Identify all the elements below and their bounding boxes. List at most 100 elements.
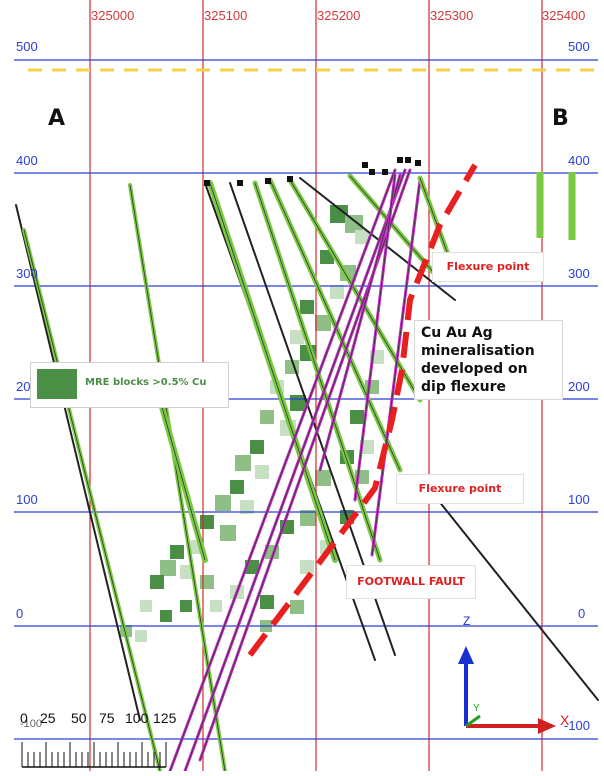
legend-label: MRE blocks >0.5% Cu xyxy=(85,377,207,388)
mre-block xyxy=(160,610,172,622)
drillhole-centreline xyxy=(254,182,381,561)
mre-block xyxy=(140,600,152,612)
mre-block xyxy=(150,575,164,589)
mre-block xyxy=(200,515,214,529)
mre-block xyxy=(260,410,274,424)
x-axis-label: X xyxy=(560,712,570,728)
mre-block xyxy=(135,630,147,642)
y-axis-label: Y xyxy=(473,703,480,714)
mre-block xyxy=(255,465,269,479)
drillhole-centreline xyxy=(319,174,401,471)
scale-label: 50 xyxy=(71,710,87,726)
flexure-point-upper-callout: Flexure point xyxy=(432,252,544,282)
elevation-label-left: 100 xyxy=(16,492,38,507)
drillhole-trace xyxy=(429,489,599,701)
easting-label: 325000 xyxy=(91,8,135,23)
axis-triad xyxy=(458,646,556,734)
mre-block xyxy=(360,440,374,454)
footwall-fault-line xyxy=(247,163,478,657)
collar-marker xyxy=(405,157,411,163)
footwall-fault-callout: FOOTWALL FAULT xyxy=(346,565,476,599)
mre-block xyxy=(240,500,254,514)
easting-label: 325400 xyxy=(542,8,586,23)
scale-label: 0 xyxy=(20,710,28,726)
mre-block xyxy=(215,495,231,511)
mre-block xyxy=(180,600,192,612)
note-line: dip flexure xyxy=(421,379,506,395)
drillholes xyxy=(15,157,599,773)
collar-marker xyxy=(362,162,368,168)
elevation-label-left: 0 xyxy=(16,606,24,621)
drillhole-centreline xyxy=(23,229,161,772)
callout-label: Flexure point xyxy=(446,260,530,273)
elevation-label-left: -100 xyxy=(20,718,43,730)
mre-block xyxy=(200,575,214,589)
mre-block xyxy=(330,205,348,223)
mre-block xyxy=(350,410,364,424)
mre-block xyxy=(355,230,369,244)
elevation-label-right: 400 xyxy=(568,153,590,168)
collar-marker xyxy=(204,180,210,186)
note-line: developed on xyxy=(421,361,528,377)
mre-block xyxy=(300,510,316,526)
elevation-label-left: 500 xyxy=(16,39,38,54)
mre-block xyxy=(260,595,274,609)
scale-label: 125 xyxy=(153,710,177,726)
collar-marker xyxy=(287,176,293,182)
section-start-label: A xyxy=(48,106,66,131)
collar-marker xyxy=(237,180,243,186)
scale-label: 100 xyxy=(125,710,149,726)
drillhole-centreline xyxy=(129,184,226,772)
elevation-label-right: 0 xyxy=(578,606,586,621)
drillhole-trace xyxy=(299,177,456,301)
z-axis-label: Z xyxy=(463,614,471,628)
elevation-label-left: 300 xyxy=(16,266,38,281)
scale-label: 75 xyxy=(99,710,115,726)
collar-marker xyxy=(369,169,375,175)
easting-label: 325200 xyxy=(317,8,361,23)
drillhole-centreline xyxy=(169,169,396,772)
easting-label: 325300 xyxy=(430,8,474,23)
mineralisation-note: Cu Au Ag mineralisation developed on dip… xyxy=(414,320,563,400)
elevation-label-left: 400 xyxy=(16,153,38,168)
mre-block xyxy=(315,470,331,486)
drillhole-centreline xyxy=(419,177,451,261)
mre-block xyxy=(330,285,344,299)
mre-block xyxy=(315,315,331,331)
easting-label: 325100 xyxy=(204,8,248,23)
legend-swatch xyxy=(37,369,77,399)
z-arrow-icon xyxy=(458,646,474,664)
scale-bar-ticks xyxy=(21,742,167,768)
mre-block xyxy=(345,215,363,233)
drillhole-centreline xyxy=(269,179,401,471)
mre-block xyxy=(210,600,222,612)
mre-block xyxy=(230,480,244,494)
mre-block xyxy=(235,455,251,471)
collar-marker xyxy=(265,178,271,184)
drillhole-centreline xyxy=(209,182,336,561)
elevation-label-right: 500 xyxy=(568,39,590,54)
drillhole-trace xyxy=(15,204,141,721)
callout-label: FOOTWALL FAULT xyxy=(357,575,465,588)
note-line: mineralisation xyxy=(421,343,535,359)
callout-label: Flexure point xyxy=(418,482,502,495)
mre-block xyxy=(300,560,314,574)
mre-block xyxy=(160,560,176,576)
scale-label: 25 xyxy=(40,710,56,726)
drillhole-centreline xyxy=(184,169,406,772)
mre-block xyxy=(250,440,264,454)
drillhole-centreline xyxy=(289,179,421,401)
mre-block xyxy=(220,525,236,541)
flexure-point-lower-callout: Flexure point xyxy=(396,474,524,504)
mre-block xyxy=(290,330,304,344)
section-end-label: B xyxy=(552,106,569,131)
drillhole-centreline xyxy=(371,179,421,556)
collar-marker xyxy=(397,157,403,163)
mre-block xyxy=(300,300,314,314)
drillhole-centreline xyxy=(354,174,396,501)
mre-block xyxy=(320,250,334,264)
drillhole-centreline xyxy=(159,399,206,561)
mre-block xyxy=(290,395,306,411)
